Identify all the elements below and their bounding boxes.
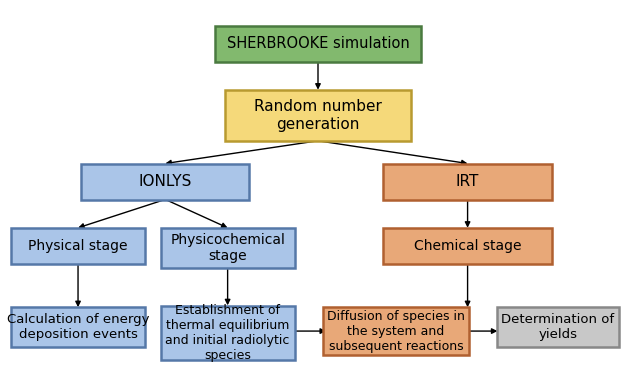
Text: Diffusion of species in
the system and
subsequent reactions: Diffusion of species in the system and s… bbox=[327, 310, 465, 352]
FancyBboxPatch shape bbox=[81, 164, 249, 200]
Text: Random number
generation: Random number generation bbox=[254, 99, 382, 132]
FancyBboxPatch shape bbox=[215, 25, 421, 61]
FancyBboxPatch shape bbox=[11, 307, 145, 347]
FancyBboxPatch shape bbox=[11, 228, 145, 264]
FancyBboxPatch shape bbox=[161, 228, 294, 268]
Text: IONLYS: IONLYS bbox=[139, 174, 192, 189]
Text: IRT: IRT bbox=[456, 174, 480, 189]
FancyBboxPatch shape bbox=[225, 90, 411, 141]
FancyBboxPatch shape bbox=[497, 307, 619, 347]
Text: Chemical stage: Chemical stage bbox=[414, 239, 522, 253]
Text: Determination of
yields: Determination of yields bbox=[501, 313, 614, 341]
FancyBboxPatch shape bbox=[384, 164, 552, 200]
FancyBboxPatch shape bbox=[384, 228, 552, 264]
Text: Physicochemical
stage: Physicochemical stage bbox=[170, 233, 285, 263]
Text: Physical stage: Physical stage bbox=[28, 239, 128, 253]
FancyBboxPatch shape bbox=[161, 306, 294, 361]
Text: Calculation of energy
deposition events: Calculation of energy deposition events bbox=[7, 313, 149, 341]
Text: Establishment of
thermal equilibrium
and initial radiolytic
species: Establishment of thermal equilibrium and… bbox=[165, 304, 290, 362]
Text: SHERBROOKE simulation: SHERBROOKE simulation bbox=[226, 36, 410, 51]
FancyBboxPatch shape bbox=[322, 307, 469, 355]
